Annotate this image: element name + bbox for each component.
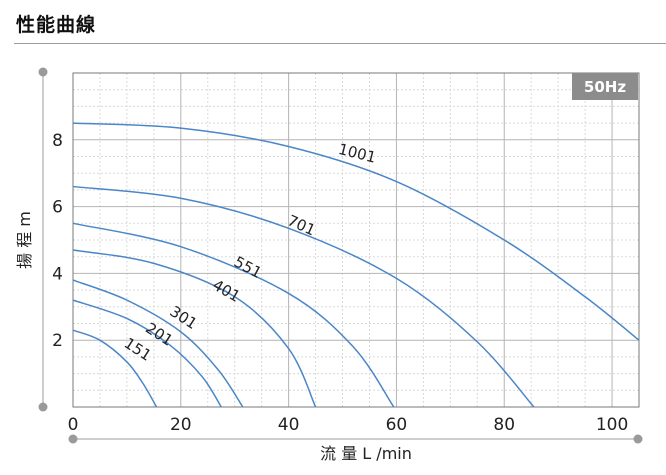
curve-551 [72,222,395,408]
y-axis-decoration [38,67,48,412]
y-axis-top-dot [38,67,48,77]
x-tick-label: 0 [68,415,79,435]
x-axis-label: 流 量 L /min [320,444,412,463]
curve-group [72,122,640,408]
x-axis-right-dot [633,434,643,444]
x-tick-label: 40 [278,415,300,435]
x-axis-left-dot [68,434,78,444]
curve-151 [72,329,158,408]
x-tick-label: 100 [596,415,628,435]
y-tick-label: 2 [52,331,63,351]
curve-1001 [72,122,640,341]
curve-401 [72,249,317,408]
frequency-badge-background [572,73,638,100]
plot-frame [72,72,640,408]
page-title: 性能曲線 [16,14,97,36]
x-axis-decoration [68,434,643,444]
y-tick-label: 6 [52,198,63,218]
x-tick-label: 20 [170,415,192,435]
curve-301 [72,279,244,408]
frequency-badge-label: 50Hz [584,78,626,96]
curve-label-401: 401 [210,276,244,306]
frequency-badge: 50Hz [572,73,638,100]
y-tick-label: 4 [52,264,63,284]
y-tick-labels: 2 4 6 8 [52,131,63,351]
curve-201 [72,299,222,408]
curve-label-701: 701 [285,211,318,239]
y-axis-label: 揚 程 m [15,211,34,269]
curve-label-301: 301 [167,302,201,333]
title-divider [14,43,666,44]
y-axis-bottom-dot [38,402,48,412]
curve-701 [72,185,535,408]
x-tick-label: 60 [386,415,408,435]
x-tick-labels: 0 20 40 60 80 100 [68,415,629,435]
y-tick-label: 8 [52,131,63,151]
x-tick-label: 80 [493,415,515,435]
